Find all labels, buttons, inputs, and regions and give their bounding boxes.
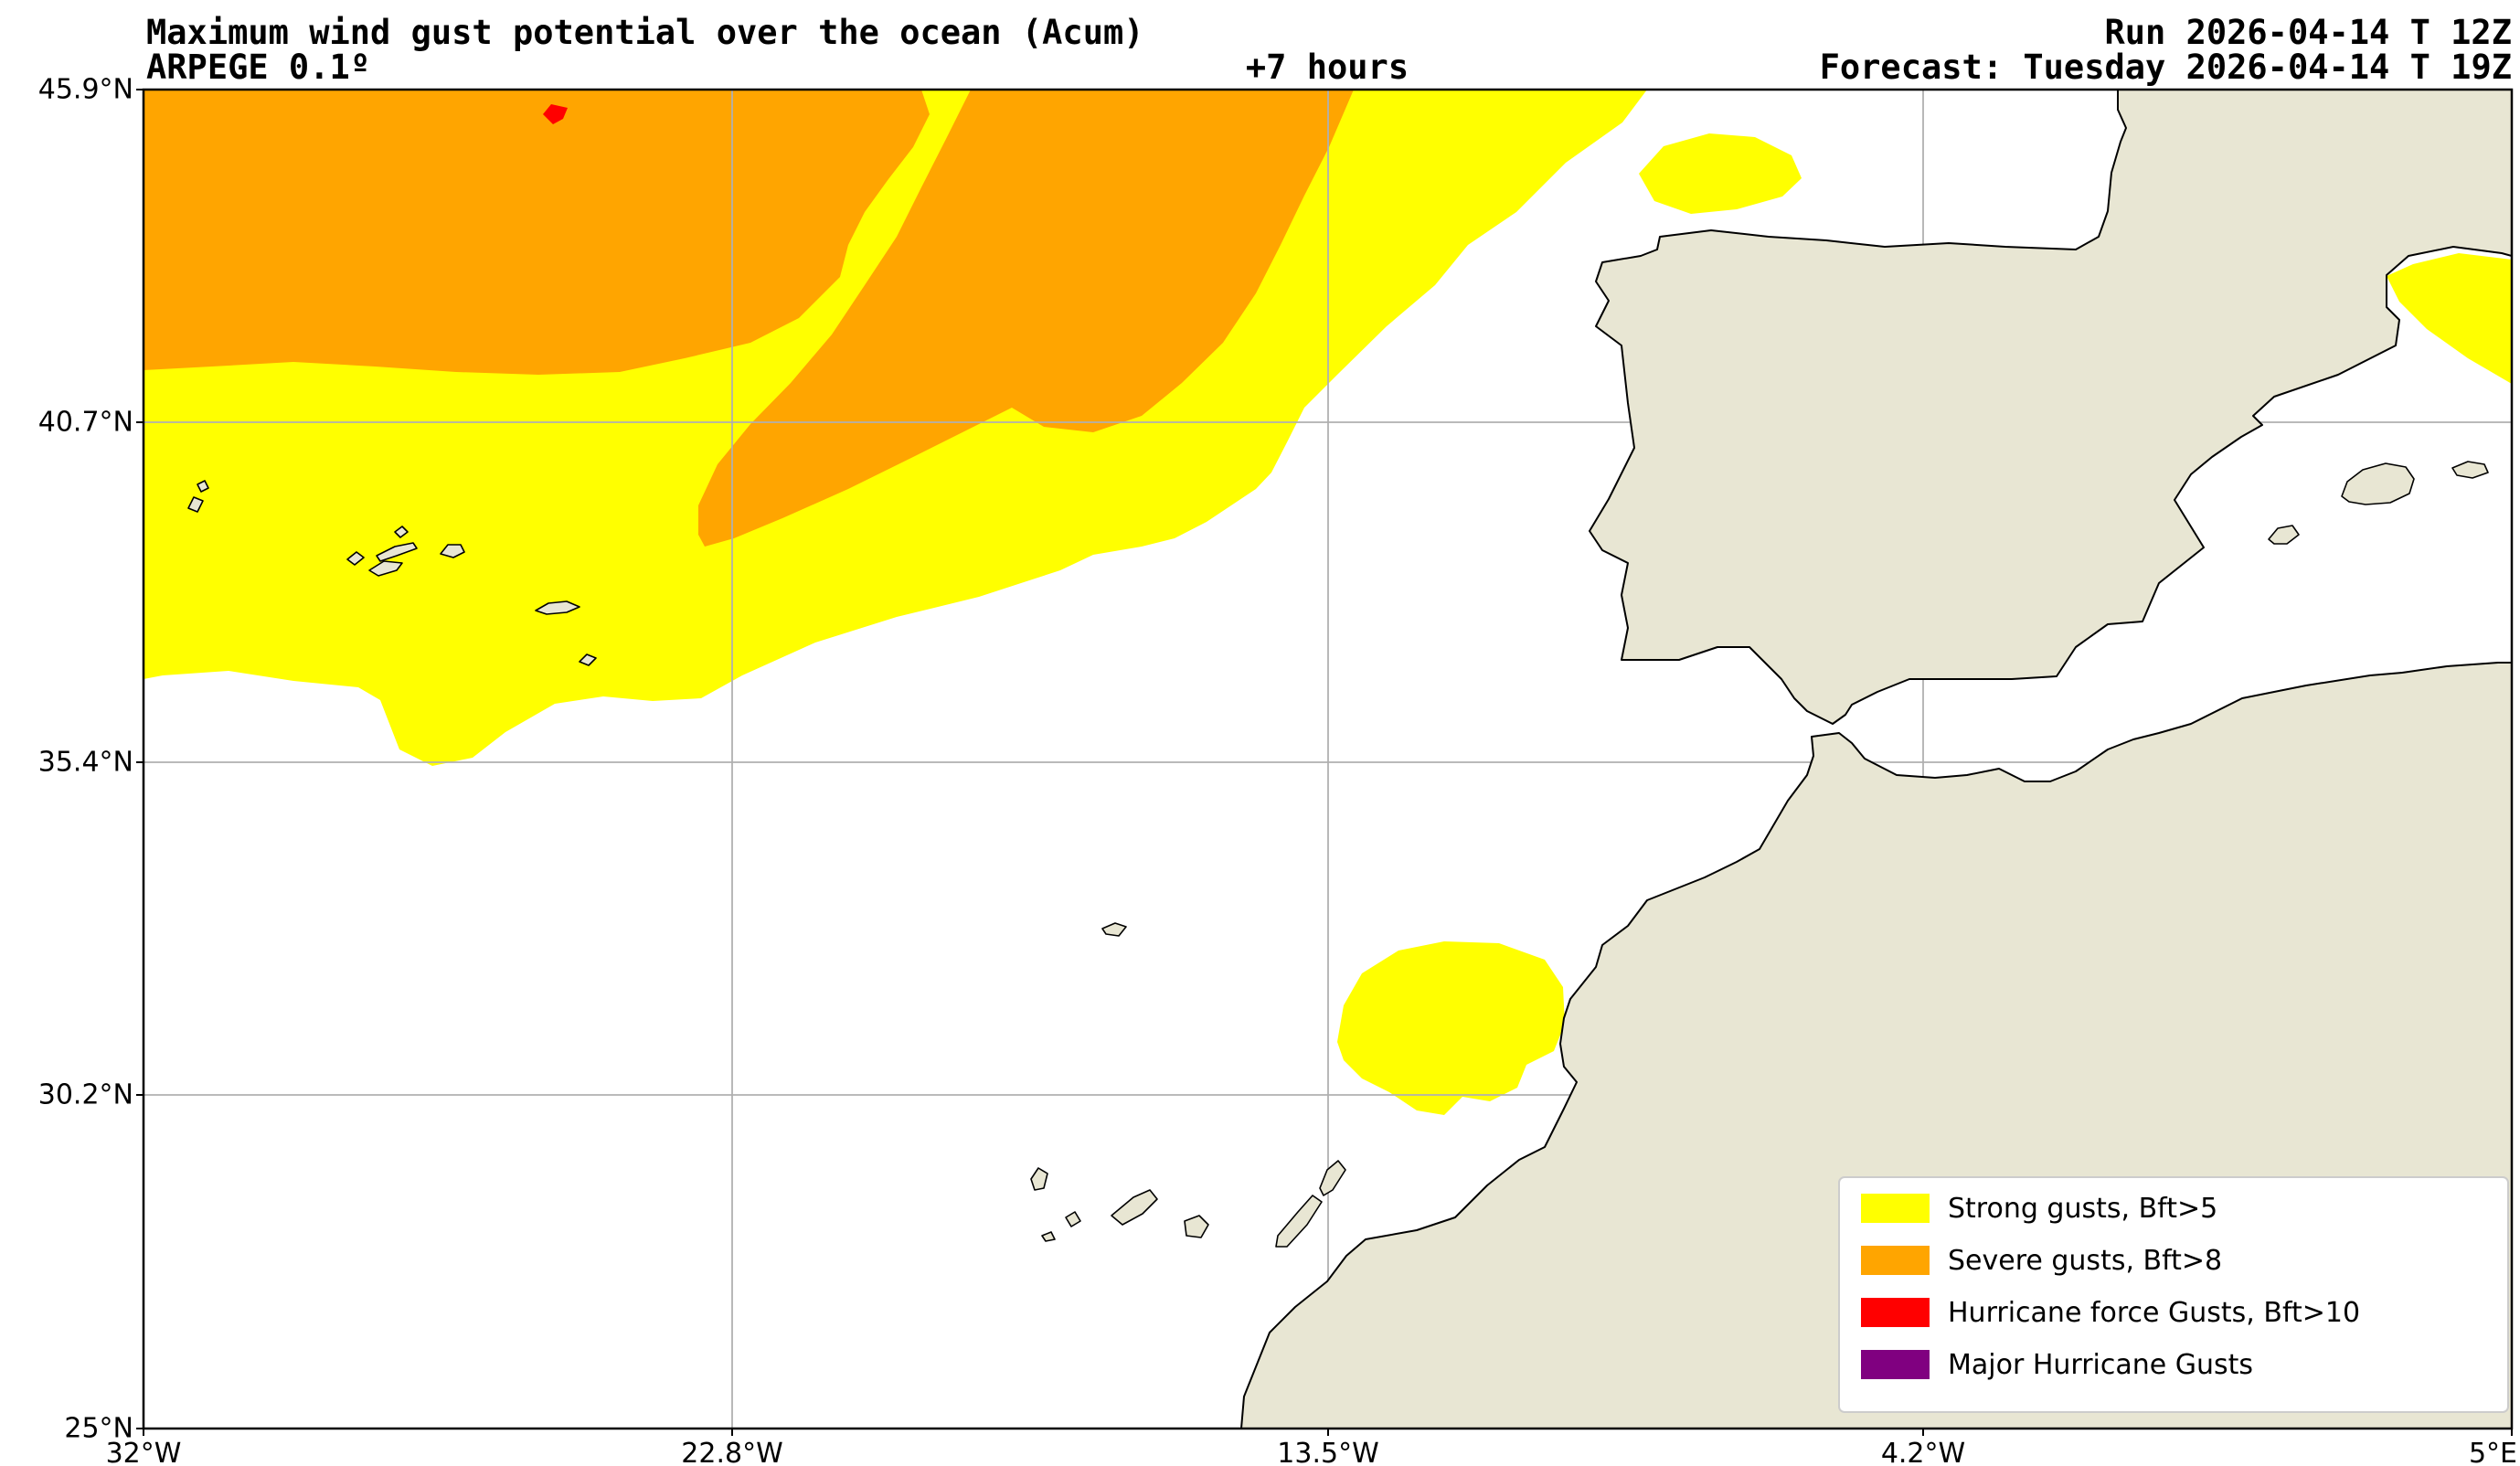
y-axis-labels: 45.9°N 40.7°N 35.4°N 30.2°N 25°N: [38, 74, 133, 1445]
island-tenerife: [1111, 1189, 1158, 1226]
y-tick-label-30-2n: 30.2°N: [38, 1079, 133, 1111]
severe-gust-region-northwest: [144, 90, 930, 375]
page-title: Maximum wind gust potential over the oce…: [146, 13, 1144, 52]
land-iberia-and-france: [1589, 90, 2512, 725]
run-label: Run 2026-04-14 T 12Z: [2104, 13, 2512, 52]
legend-label-hurricane-gusts: Hurricane force Gusts, Bft>10: [1948, 1297, 2360, 1329]
x-tick-label-22-8w: 22.8°W: [681, 1438, 782, 1466]
island-gran-canaria: [1184, 1215, 1209, 1238]
island-la-gomera: [1065, 1211, 1081, 1227]
axis-ticks: [136, 89, 2513, 1436]
canary-islands: [1030, 1160, 1346, 1248]
legend: Strong gusts, Bft>5 Severe gusts, Bft>8 …: [1838, 1176, 2509, 1413]
x-tick-label-32w: 32°W: [106, 1438, 182, 1466]
hurricane-gust-spot: [543, 104, 568, 124]
lead-time-label: +7 hours: [1246, 48, 1409, 87]
azores-islands: [187, 480, 597, 666]
island-sao-jorge: [376, 542, 418, 562]
y-tick-label-35-4n: 35.4°N: [38, 747, 133, 779]
strong-gust-region-biscay: [1639, 133, 1802, 214]
island-flores: [187, 496, 204, 513]
island-menorca: [2451, 461, 2489, 479]
island-faial: [346, 551, 365, 566]
x-axis-labels: 32°W 22.8°W 13.5°W 4.2°W 5°E: [106, 1438, 2517, 1466]
legend-label-major-hurricane-gusts: Major Hurricane Gusts: [1948, 1349, 2253, 1381]
legend-swatch-severe-gusts: [1861, 1246, 1930, 1275]
island-corvo: [197, 480, 209, 493]
island-pico: [368, 560, 403, 577]
strong-gust-region-morocco-coast: [1337, 941, 1565, 1115]
legend-swatch-hurricane-gusts: [1861, 1298, 1930, 1327]
forecast-label: Forecast: Tuesday 2026-04-14 T 19Z: [1820, 48, 2512, 87]
island-lanzarote: [1319, 1160, 1346, 1196]
legend-swatch-strong-gusts: [1861, 1194, 1930, 1223]
y-tick-label-25n: 25°N: [64, 1413, 133, 1445]
x-tick-label-4-2w: 4.2°W: [1881, 1438, 1965, 1466]
x-tick-label-5e: 5°E: [2469, 1438, 2517, 1466]
island-terceira: [440, 544, 465, 558]
island-ibiza: [2268, 525, 2300, 545]
strong-gust-region-gulf-of-lion: [2387, 253, 2512, 384]
legend-box: [1838, 1176, 2509, 1413]
model-label: ARPEGE 0.1º: [146, 48, 370, 87]
island-graciosa: [394, 526, 409, 538]
island-fuerteventura: [1275, 1195, 1323, 1248]
x-tick-label-13-5w: 13.5°W: [1277, 1438, 1378, 1466]
severe-gust-region-diagonal-band: [698, 90, 1354, 547]
island-la-palma: [1030, 1167, 1048, 1191]
island-sao-miguel: [535, 600, 580, 615]
island-madeira: [1101, 922, 1127, 937]
y-tick-label-40-7n: 40.7°N: [38, 407, 133, 439]
legend-label-severe-gusts: Severe gusts, Bft>8: [1948, 1245, 2222, 1277]
island-santa-maria: [579, 653, 597, 666]
legend-swatch-major-hurricane-gusts: [1861, 1350, 1930, 1379]
header: Maximum wind gust potential over the oce…: [146, 13, 2512, 87]
y-tick-label-45-9n: 45.9°N: [38, 74, 133, 106]
island-el-hierro: [1041, 1231, 1056, 1242]
island-mallorca: [2341, 462, 2415, 505]
legend-label-strong-gusts: Strong gusts, Bft>5: [1948, 1193, 2217, 1225]
